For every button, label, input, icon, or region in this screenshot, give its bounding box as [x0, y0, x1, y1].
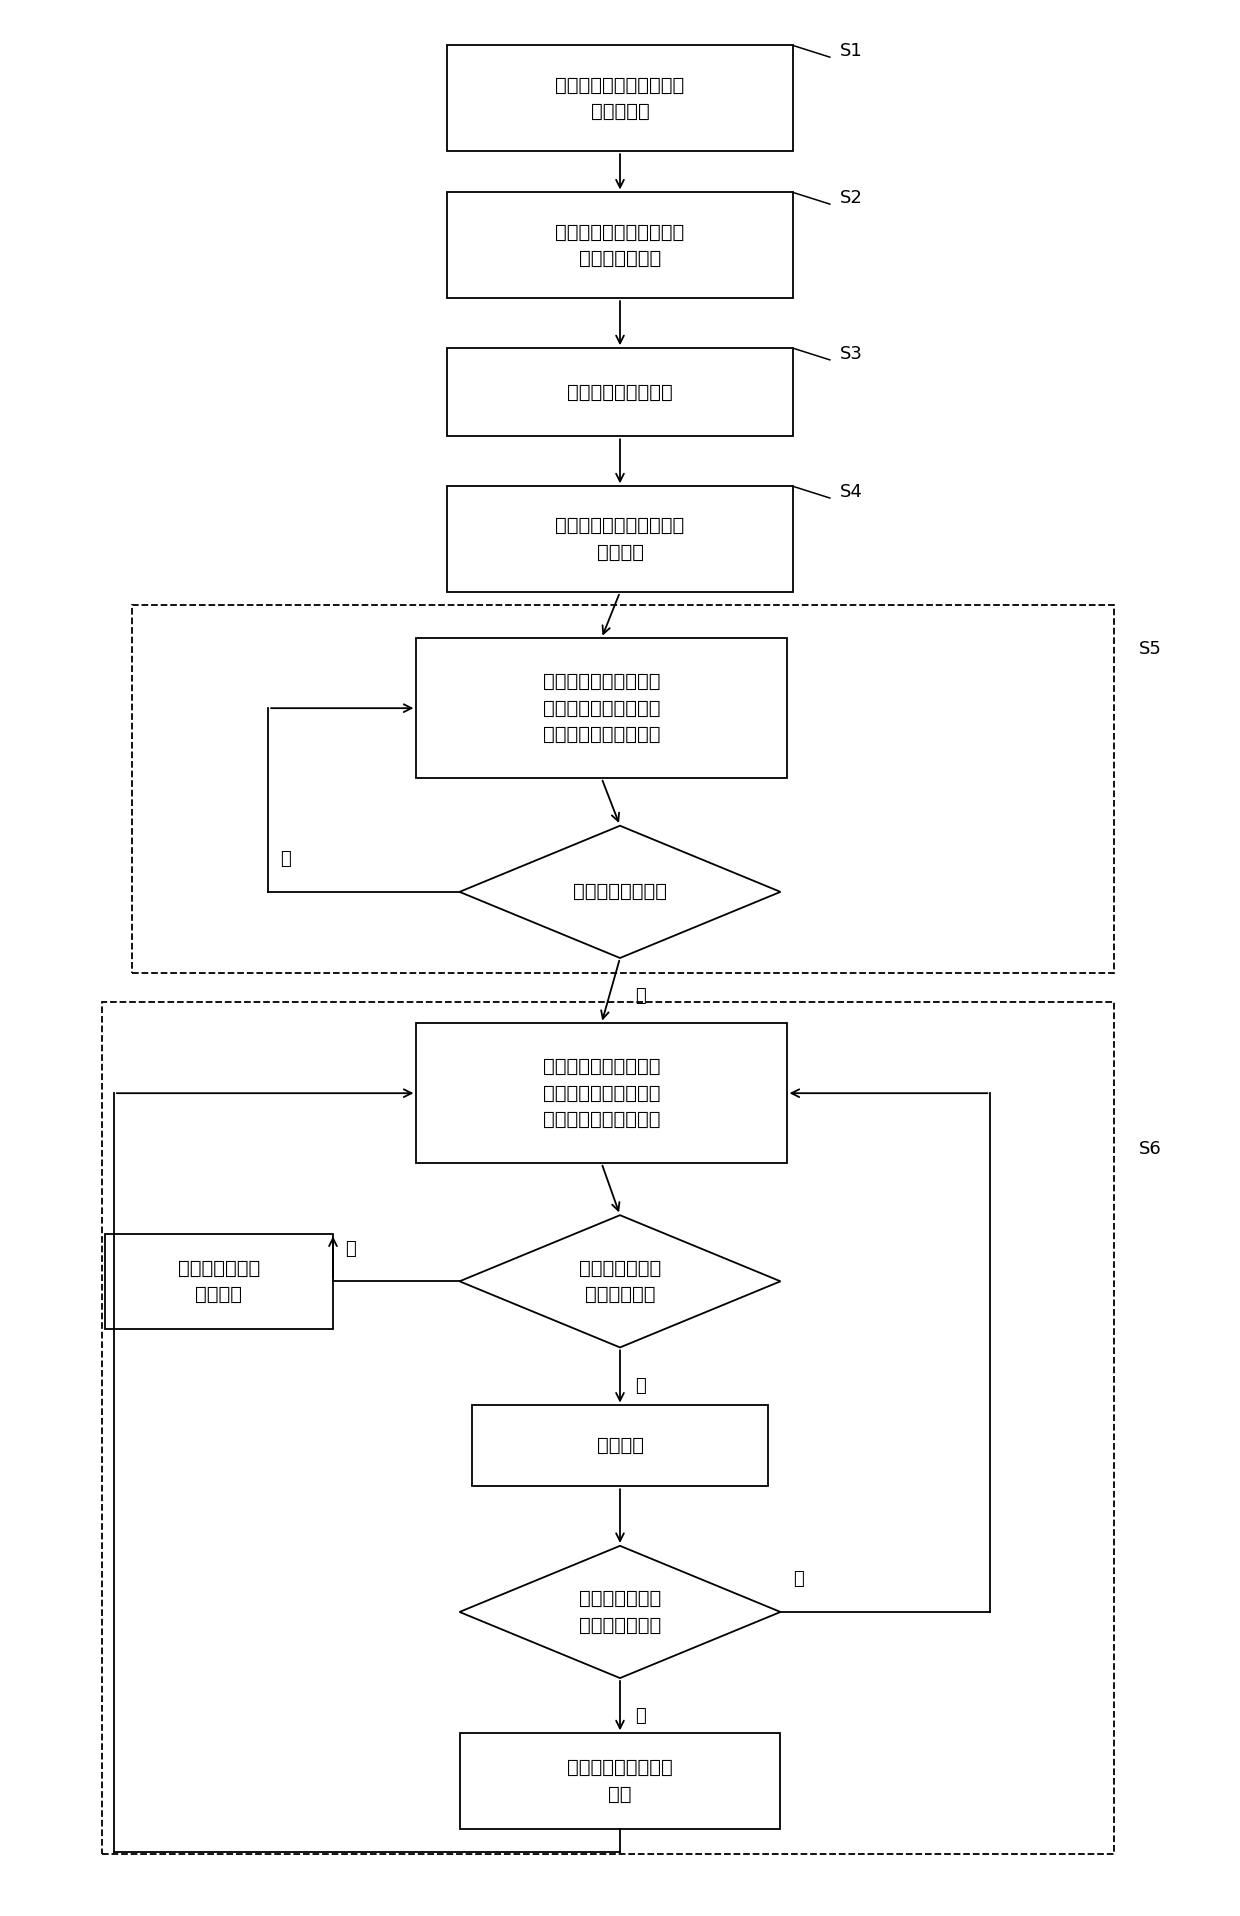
- FancyBboxPatch shape: [448, 349, 792, 437]
- FancyBboxPatch shape: [104, 1234, 334, 1330]
- Text: 清零计数次数，执行
换相: 清零计数次数，执行 换相: [567, 1759, 673, 1803]
- Text: 停止计数、清零
计数次数: 停止计数、清零 计数次数: [177, 1259, 260, 1305]
- FancyBboxPatch shape: [460, 1734, 780, 1828]
- FancyBboxPatch shape: [448, 46, 792, 151]
- Text: S1: S1: [839, 42, 863, 59]
- Text: 否: 否: [280, 851, 291, 868]
- FancyBboxPatch shape: [417, 638, 786, 778]
- FancyBboxPatch shape: [417, 1023, 786, 1163]
- Text: 是: 是: [635, 1707, 646, 1726]
- Text: 电平是否发生跳转: 电平是否发生跳转: [573, 883, 667, 901]
- FancyBboxPatch shape: [448, 192, 792, 299]
- Text: 是: 是: [635, 987, 646, 1006]
- Text: 估算消磁的作用时间: 估算消磁的作用时间: [567, 383, 673, 402]
- Text: 是: 是: [635, 1378, 646, 1395]
- Text: 每隔预设采样时间对无
刷直流电机三相绕组的
反电势信号的电平采样: 每隔预设采样时间对无 刷直流电机三相绕组的 反电势信号的电平采样: [543, 1058, 660, 1129]
- Polygon shape: [460, 826, 780, 958]
- Text: 预设采样时间间隔对无
刷直流电机三相绕组的
反电势信号的电平采样: 预设采样时间间隔对无 刷直流电机三相绕组的 反电势信号的电平采样: [543, 673, 660, 743]
- Text: 获取无刷直流电机的相电
感和相电阻: 获取无刷直流电机的相电 感和相电阻: [556, 75, 684, 121]
- Text: 否: 否: [792, 1571, 804, 1588]
- Text: 否: 否: [345, 1240, 356, 1257]
- FancyBboxPatch shape: [448, 487, 792, 592]
- Text: 计数次数大于等
于滤波对比次数: 计数次数大于等 于滤波对比次数: [579, 1588, 661, 1634]
- Polygon shape: [460, 1546, 780, 1678]
- FancyBboxPatch shape: [472, 1406, 768, 1487]
- Text: S5: S5: [1138, 640, 1162, 659]
- Text: S6: S6: [1138, 1140, 1161, 1157]
- Text: S4: S4: [839, 483, 863, 502]
- Text: 获取无刷直流电机运转过
程中的工作电流: 获取无刷直流电机运转过 程中的工作电流: [556, 222, 684, 268]
- Text: 计数一次: 计数一次: [596, 1437, 644, 1456]
- Text: S3: S3: [839, 345, 863, 362]
- Text: 计算自适应滤波中的滤波
对比次数: 计算自适应滤波中的滤波 对比次数: [556, 517, 684, 561]
- Polygon shape: [460, 1215, 780, 1347]
- Text: 跳转后电平状态
是否继续保持: 跳转后电平状态 是否继续保持: [579, 1259, 661, 1305]
- Text: S2: S2: [839, 190, 863, 207]
